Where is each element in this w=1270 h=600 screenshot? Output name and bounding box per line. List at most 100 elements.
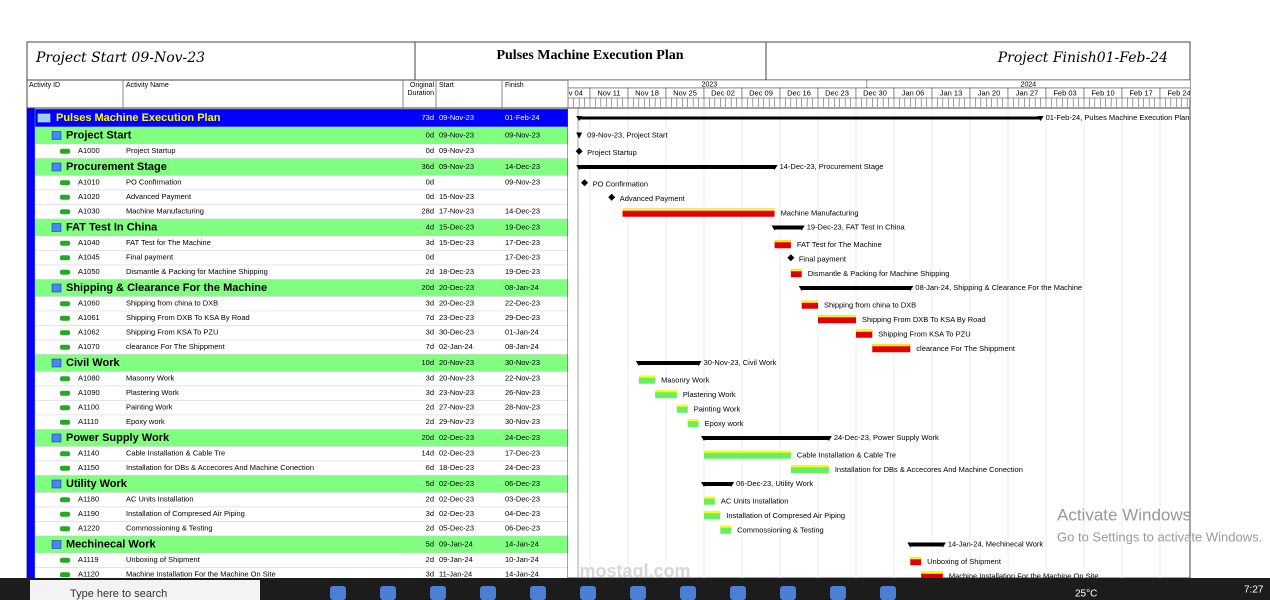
week-label: Nov 04: [559, 88, 583, 97]
activity-bar: [704, 511, 721, 520]
activity-name: Final payment: [126, 253, 174, 262]
duration: 2d: [426, 403, 434, 412]
finish-date: 04-Dec-23: [505, 509, 540, 518]
bar-label: 30-Nov-23, Civil Work: [704, 358, 777, 367]
activity-row: [34, 385, 568, 401]
activity-icon: [60, 330, 70, 336]
duration: 73d: [421, 113, 434, 122]
wbs-name: Shipping & Clearance For the Machine: [66, 282, 267, 294]
activity-icon: [60, 497, 70, 503]
bar-label: 09-Nov-23, Project Start: [587, 130, 668, 139]
duration: 7d: [426, 342, 434, 351]
activity-row: [34, 296, 568, 312]
summary-bar: [910, 542, 943, 547]
activity-bar-stripe: [687, 419, 699, 422]
activity-row: [34, 506, 568, 522]
activity-id: A1061: [78, 313, 100, 322]
start-date: 20-Nov-23: [439, 374, 474, 383]
search-box[interactable]: [30, 580, 260, 600]
activity-id: A1070: [78, 342, 100, 351]
activity-id: A1140: [78, 449, 99, 458]
bar-label: 24-Dec-23, Power Supply Work: [834, 433, 939, 442]
milestone: [581, 179, 589, 187]
activity-name: Unboxing of Shipment: [126, 555, 201, 564]
wbs-icon: [51, 131, 62, 140]
week-label: Feb 24: [1167, 88, 1190, 97]
taskbar-icon[interactable]: [880, 586, 896, 600]
summary-bar: [638, 361, 699, 365]
wbs-icon: [51, 283, 62, 293]
activity-bar: [801, 300, 818, 309]
taskbar-icon[interactable]: [780, 586, 796, 600]
activity-row: [34, 552, 568, 568]
project-start: Project Start 09-Nov-23: [35, 50, 205, 66]
activity-bar: [704, 496, 715, 505]
bar-label: Dismantle & Packing for Machine Shipping: [808, 269, 950, 278]
start-date: 17-Nov-23: [439, 207, 474, 216]
activity-bar-stripe: [638, 375, 656, 378]
bar-label: Commossioning & Testing: [737, 526, 824, 535]
start-date: 27-Nov-23: [439, 403, 474, 412]
activity-id: A1040: [78, 238, 100, 247]
taskbar-icon[interactable]: [630, 586, 646, 600]
taskbar-icon[interactable]: [330, 586, 346, 600]
activity-id: A1220: [78, 524, 100, 533]
duration: 3d: [426, 328, 434, 337]
wbs-icon: [51, 358, 62, 368]
start-date: 20-Dec-23: [439, 283, 474, 292]
finish-date: 01-Feb-24: [505, 113, 540, 122]
week-label: Nov 11: [597, 88, 620, 97]
taskbar-icon[interactable]: [430, 586, 446, 600]
taskbar-icon[interactable]: [680, 586, 696, 600]
start-date: 15-Dec-23: [439, 222, 474, 231]
bar-label: 01-Feb-24, Pulses Machine Execution Plan: [1046, 113, 1190, 122]
activity-name: Machine Installation For the Machine On …: [126, 570, 276, 579]
week-label: Dec 02: [711, 88, 735, 97]
duration: 0d: [426, 178, 434, 187]
clock[interactable]: 7:27: [1244, 585, 1264, 596]
bar-label: Final payment: [799, 255, 847, 264]
duration: 2d: [426, 524, 434, 533]
week-label: Jan 27: [1016, 88, 1039, 97]
summary-milestone: [576, 132, 583, 139]
activity-id: A1150: [78, 463, 99, 472]
finish-date: 14-Dec-23: [505, 162, 540, 171]
activity-id: A1030: [78, 207, 100, 216]
search-text[interactable]: Type here to search: [70, 588, 167, 600]
duration: 3d: [426, 374, 434, 383]
activity-bar-stripe: [720, 525, 732, 528]
wbs-name: Civil Work: [66, 357, 120, 369]
taskbar-icon[interactable]: [730, 586, 746, 600]
taskbar-icon[interactable]: [480, 586, 496, 600]
finish-date: 22-Dec-23: [505, 299, 540, 308]
activity-id: A1180: [78, 495, 99, 504]
activity-bar: [790, 465, 829, 474]
taskbar-icon[interactable]: [580, 586, 596, 600]
activity-name: clearance For The Shippment: [126, 342, 226, 351]
start-date: 02-Dec-23: [439, 433, 474, 442]
activity-id: A1050: [78, 267, 100, 276]
activity-icon: [60, 390, 70, 396]
activity-row: [34, 492, 568, 508]
taskbar-icon[interactable]: [530, 586, 546, 600]
bar-label: Advanced Payment: [620, 194, 686, 203]
activity-name: Installation for DBs & Accecores And Mac…: [126, 463, 314, 472]
activity-icon: [60, 209, 70, 215]
taskbar-icon[interactable]: [830, 586, 846, 600]
summary-end: [771, 225, 805, 231]
activity-bar-stripe: [774, 240, 791, 243]
bar-label: Painting Work: [694, 405, 741, 414]
activity-bar: [655, 390, 677, 399]
activity-icon: [60, 405, 70, 411]
week-cell: [1159, 87, 1190, 99]
wbs-name: Utility Work: [66, 478, 128, 490]
watermark: mostaql.com: [579, 561, 690, 581]
milestone: [575, 147, 583, 155]
week-label: Jan 13: [940, 88, 963, 97]
activity-bar: [774, 240, 791, 249]
duration: 0d: [426, 192, 434, 201]
start-date: 15-Nov-23: [439, 192, 474, 201]
taskbar-icon[interactable]: [380, 586, 396, 600]
wbs-icon: [51, 479, 62, 489]
